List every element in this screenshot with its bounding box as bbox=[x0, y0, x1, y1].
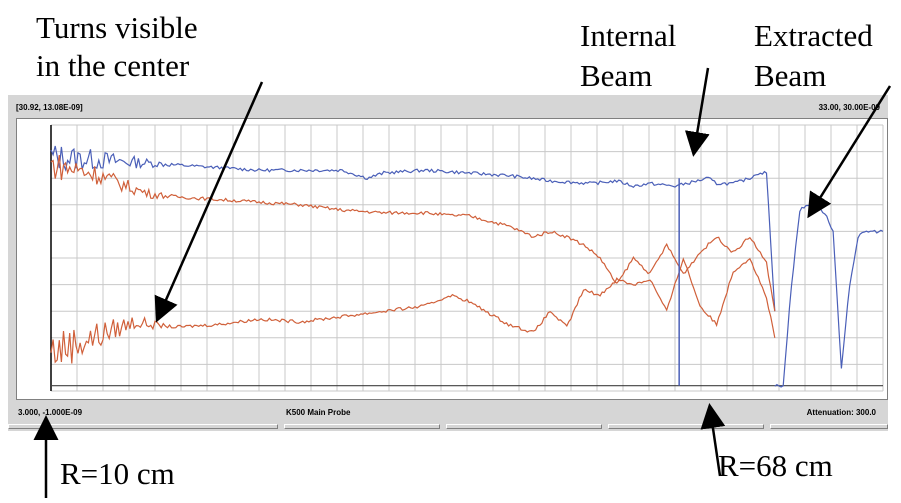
annotation-turns-line1: Turns visible bbox=[36, 10, 198, 45]
chart-svg bbox=[50, 124, 884, 392]
annotation-turns-line2: in the center bbox=[36, 48, 190, 83]
series-line-2 bbox=[50, 257, 776, 364]
bottom-left-readout: 3.000, -1.000E-09 bbox=[18, 408, 83, 417]
plot-area bbox=[16, 118, 888, 400]
status-segment bbox=[446, 424, 602, 429]
annotation-internal-line2: Beam bbox=[580, 58, 653, 93]
arrow-turns bbox=[154, 81, 264, 323]
annotation-internal-line1: Internal bbox=[580, 18, 677, 53]
probe-label: K500 Main Probe bbox=[286, 408, 351, 417]
annotation-extracted-line1: Extracted bbox=[754, 18, 873, 53]
status-bar: 3.000, -1.000E-09 K500 Main Probe Attenu… bbox=[8, 400, 888, 430]
status-segment bbox=[770, 424, 888, 429]
annotation-extracted-line2: Beam bbox=[754, 58, 827, 93]
series-line-0 bbox=[50, 145, 776, 312]
annotation-r-start: R=10 cm bbox=[60, 456, 175, 491]
series-line-1 bbox=[50, 155, 776, 312]
status-segment bbox=[8, 424, 278, 429]
arrow-r-end bbox=[700, 403, 726, 477]
status-segment bbox=[284, 424, 440, 429]
status-segment bbox=[608, 424, 764, 429]
attenuation-label: Attenuation: 300.0 bbox=[806, 408, 876, 417]
arrow-internal-beam bbox=[684, 67, 710, 157]
top-right-readout: 33.00, 30.00E-09 bbox=[818, 103, 880, 112]
annotation-r-end: R=68 cm bbox=[718, 448, 833, 483]
series-line-3 bbox=[774, 204, 884, 388]
top-left-readout: [30.92, 13.08E-09] bbox=[16, 103, 83, 112]
arrow-extracted-beam bbox=[807, 85, 892, 219]
